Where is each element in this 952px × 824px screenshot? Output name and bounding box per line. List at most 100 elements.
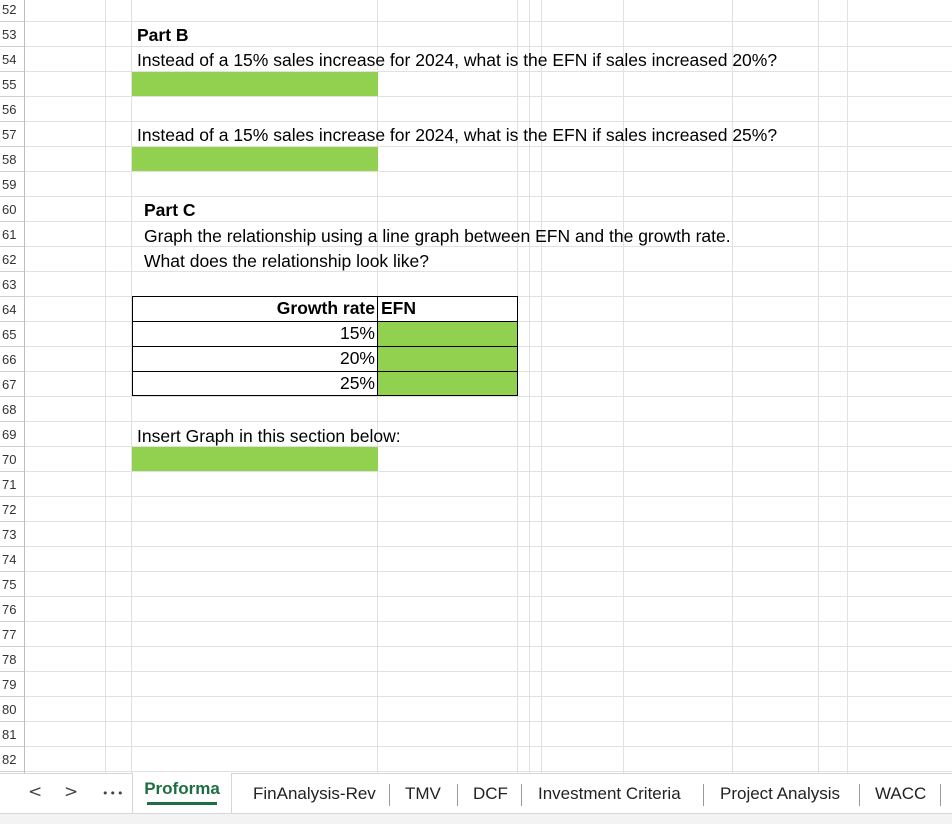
gridline [24, 146, 952, 147]
efn-input-cell[interactable] [377, 371, 518, 396]
part-b-question-25: Instead of a 15% sales increase for 2024… [137, 125, 778, 145]
row-number[interactable]: 64 [0, 297, 24, 322]
gridline [24, 446, 952, 447]
tab-dcf[interactable]: DCF [473, 784, 508, 803]
tab-separator [521, 784, 522, 806]
tab-separator [859, 784, 860, 806]
gridline [24, 671, 952, 672]
row-number[interactable]: 76 [0, 597, 24, 622]
row-number[interactable]: 55 [0, 72, 24, 97]
growth-rate-cell[interactable]: 15% [132, 321, 378, 346]
row-number[interactable]: 68 [0, 397, 24, 422]
gridline [105, 0, 106, 773]
row-number[interactable]: 60 [0, 197, 24, 222]
gridline [24, 46, 952, 47]
gridline [24, 396, 952, 397]
row-number[interactable]: 79 [0, 672, 24, 697]
part-b-question-20: Instead of a 15% sales increase for 2024… [137, 50, 778, 70]
row-number[interactable]: 74 [0, 547, 24, 572]
gridline [24, 746, 952, 747]
gridline [24, 621, 952, 622]
gridline [24, 496, 952, 497]
row-number[interactable]: 61 [0, 222, 24, 247]
tab-investment-criteria[interactable]: Investment Criteria [538, 784, 681, 803]
tab-project-analysis[interactable]: Project Analysis [720, 784, 840, 803]
gridline [24, 646, 952, 647]
gridline [623, 0, 624, 773]
row-number[interactable]: 65 [0, 322, 24, 347]
row-header[interactable]: 52 53 54 55 56 57 58 59 60 61 62 63 64 6… [0, 0, 25, 773]
row-number[interactable]: 53 [0, 22, 24, 47]
insert-graph-label: Insert Graph in this section below: [137, 426, 401, 446]
row-number[interactable]: 81 [0, 722, 24, 747]
gridline [24, 246, 952, 247]
row-number[interactable]: 67 [0, 372, 24, 397]
row-number[interactable]: 59 [0, 172, 24, 197]
row-number[interactable]: 58 [0, 147, 24, 172]
part-c-instruction: Graph the relationship using a line grap… [144, 226, 731, 246]
growth-rate-cell[interactable]: 20% [132, 346, 378, 371]
part-c-heading: Part C [144, 200, 196, 220]
gridline [529, 0, 530, 773]
answer-cell-efn-25[interactable] [132, 147, 378, 171]
row-number[interactable]: 78 [0, 647, 24, 672]
graph-input-cell[interactable] [132, 447, 378, 471]
gridline [24, 721, 952, 722]
gridline [24, 121, 952, 122]
answer-cell-efn-20[interactable] [132, 72, 378, 96]
growth-efn-table: Growth rate EFN 15% 20% 25% [132, 296, 518, 396]
row-number[interactable]: 82 [0, 747, 24, 772]
gridline [24, 171, 952, 172]
prev-sheet-button[interactable]: < [28, 782, 43, 802]
gridline [24, 771, 952, 772]
row-number[interactable]: 75 [0, 572, 24, 597]
row-number[interactable]: 57 [0, 122, 24, 147]
gridline [818, 0, 819, 773]
tab-proforma[interactable]: Proforma [132, 773, 232, 814]
gridline [24, 96, 952, 97]
row-number[interactable]: 70 [0, 447, 24, 472]
row-number[interactable]: 69 [0, 422, 24, 447]
status-bar [0, 813, 952, 824]
active-tab-underline [147, 802, 217, 805]
tab-tmv[interactable]: TMV [405, 784, 441, 803]
efn-input-cell[interactable] [377, 321, 518, 346]
row-number[interactable]: 66 [0, 347, 24, 372]
gridline [24, 421, 952, 422]
gridline [24, 521, 952, 522]
part-b-heading: Part B [137, 25, 189, 45]
row-number[interactable]: 54 [0, 47, 24, 72]
tab-separator [940, 784, 941, 806]
part-c-question: What does the relationship look like? [144, 251, 430, 271]
gridline [24, 21, 952, 22]
row-number[interactable]: 77 [0, 622, 24, 647]
efn-input-cell[interactable] [377, 346, 518, 371]
tab-wacc[interactable]: WACC [875, 784, 927, 803]
gridline [24, 471, 952, 472]
gridline [24, 71, 952, 72]
header-growth-rate[interactable]: Growth rate [132, 296, 378, 321]
more-sheets-button[interactable]: ••• [102, 787, 125, 800]
gridline [732, 0, 733, 773]
gridline [541, 0, 542, 773]
row-number[interactable]: 56 [0, 97, 24, 122]
spreadsheet-grid[interactable]: 52 53 54 55 56 57 58 59 60 61 62 63 64 6… [0, 0, 952, 773]
tab-separator [457, 784, 458, 806]
row-number[interactable]: 62 [0, 247, 24, 272]
tab-separator [703, 784, 704, 806]
growth-rate-cell[interactable]: 25% [132, 371, 378, 396]
row-number[interactable]: 52 [0, 0, 24, 22]
header-efn[interactable]: EFN [377, 296, 518, 321]
row-number[interactable]: 71 [0, 472, 24, 497]
row-number[interactable]: 63 [0, 272, 24, 297]
tab-finanalysis-rev[interactable]: FinAnalysis-Rev [253, 784, 376, 803]
row-number[interactable]: 73 [0, 522, 24, 547]
tab-label: Proforma [144, 779, 220, 798]
row-number[interactable]: 72 [0, 497, 24, 522]
next-sheet-button[interactable]: > [64, 782, 79, 802]
row-number[interactable]: 80 [0, 697, 24, 722]
tab-separator [389, 784, 390, 806]
gridline [24, 571, 952, 572]
gridline [131, 0, 132, 773]
gridline [24, 271, 952, 272]
